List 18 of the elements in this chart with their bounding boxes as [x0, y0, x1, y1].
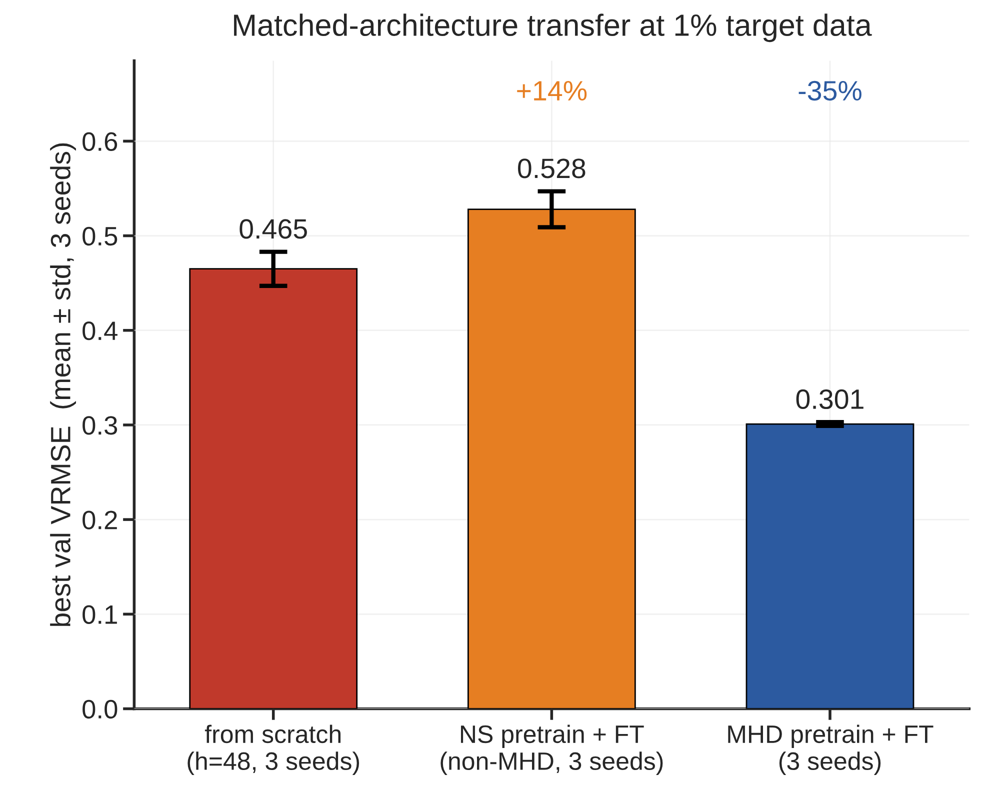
data-label: 0.301 — [796, 389, 864, 410]
y-tick-label: 0.5 — [82, 226, 118, 246]
annotation: +14% — [517, 81, 587, 100]
annotation: -35% — [798, 80, 862, 101]
y-tick-label: 0.1 — [82, 605, 117, 624]
y-tick-label: 0.4 — [82, 321, 118, 340]
y-axis-title: best val VRMSE (mean ± std, 3 seeds) — [50, 143, 76, 626]
bar — [746, 423, 914, 709]
data-label: 0.465 — [240, 219, 307, 239]
x-tick-label: MHD pretrain + FT (3 seeds) — [728, 724, 934, 775]
y-tick-label: 0.6 — [82, 132, 118, 151]
y-tick-label: 0.2 — [82, 510, 117, 530]
data-label: 0.528 — [518, 158, 586, 178]
y-tick-label: 0.0 — [82, 700, 118, 719]
chart-title: Matched-architecture transfer at 1% target data — [234, 14, 872, 42]
x-tick-label: from scratch (h=48, 3 seeds) — [188, 724, 360, 775]
x-tick-label: NS pretrain + FT (non-MHD, 3 seeds) — [440, 724, 663, 775]
y-tick-label: 0.3 — [82, 416, 118, 435]
